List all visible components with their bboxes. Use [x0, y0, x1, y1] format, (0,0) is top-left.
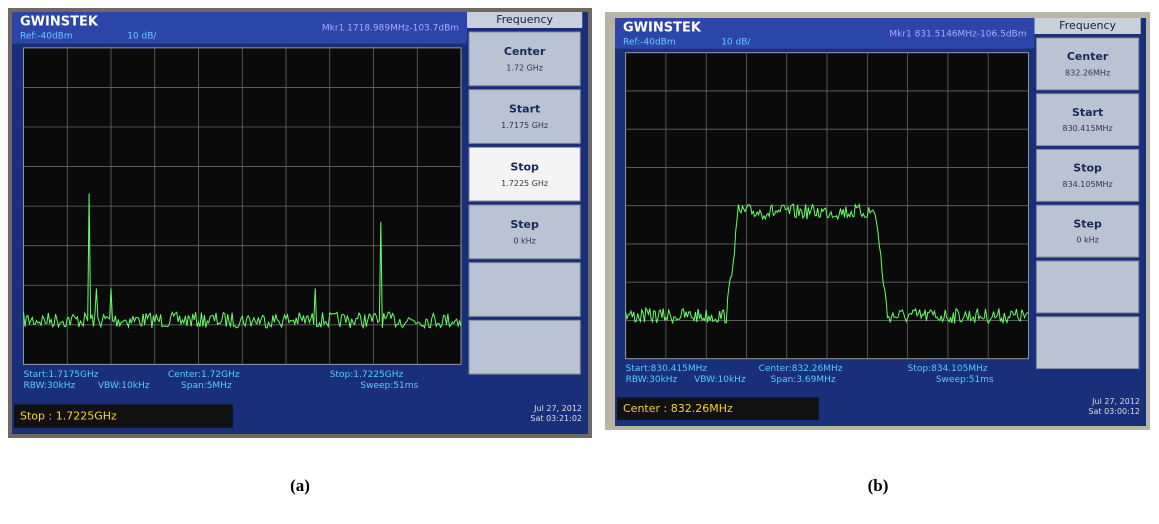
menu-button [1035, 149, 1140, 202]
menu-title: Frequency [1059, 19, 1116, 32]
trace [23, 193, 462, 330]
input-field: Stop : 1.7225GHz [20, 409, 117, 422]
button-value: 834.105MHz [1062, 180, 1112, 189]
footer-span: Span:3.69MHz [771, 375, 836, 385]
footer-vbw: VBW:10kHz [98, 381, 150, 391]
menu-button [468, 204, 581, 260]
scale: 10 dB/ [127, 32, 157, 42]
button-label: Start [1072, 106, 1103, 119]
caption: (b) [868, 476, 889, 495]
menu-button [468, 146, 581, 202]
footer-rbw: RBW:30kHz [24, 381, 76, 391]
date: Jul 27, 2012 [533, 404, 582, 413]
footer-span: Span:5MHz [181, 381, 232, 391]
button-value: 832.26MHz [1065, 68, 1110, 77]
scale: 10 dB/ [721, 38, 751, 48]
footer-rbw: RBW:30kHz [626, 375, 678, 385]
menu-title-bar [467, 12, 583, 28]
footer-stop: Stop:834.105MHz [908, 364, 988, 374]
header-bar [12, 12, 468, 44]
button-label: Step [1073, 217, 1102, 230]
menu-button [1035, 204, 1140, 258]
input-bar [14, 404, 233, 428]
marker-readout: Mkr1 1718.989MHz-103.7dBm [322, 24, 459, 34]
footer-sweep: Sweep:51ms [936, 375, 994, 385]
trace [625, 202, 1029, 325]
menu-button [468, 319, 581, 375]
caption: (a) [290, 476, 310, 495]
brand: GWINSTEK [623, 21, 702, 36]
footer-start: Start:830.415MHz [626, 364, 708, 374]
footer-stop: Stop:1.7225GHz [330, 370, 404, 380]
header-bar [615, 18, 1035, 49]
input-bar [617, 397, 819, 420]
menu-button [1035, 37, 1140, 91]
footer-vbw: VBW:10kHz [694, 375, 746, 385]
button-label: Center [1067, 50, 1109, 63]
ref-level: Ref:-40dBm [20, 32, 73, 42]
button-value: 1.7225 GHz [501, 179, 548, 188]
time: Sat 03:00:12 [1088, 407, 1140, 416]
button-value: 830.415MHz [1062, 124, 1112, 133]
marker-readout: Mkr1 831.5146MHz-106.5dBm [889, 30, 1026, 40]
button-value: 0 kHz [513, 237, 535, 246]
menu-button [468, 31, 581, 87]
button-value: 1.72 GHz [506, 64, 543, 73]
input-field: Center : 832.26MHz [623, 402, 733, 415]
footer-sweep: Sweep:51ms [360, 381, 418, 391]
button-label: Center [504, 45, 546, 58]
button-label: Start [509, 103, 540, 116]
menu-button [1035, 316, 1140, 370]
ref-level: Ref:-40dBm [623, 38, 676, 48]
menu-title-bar [1034, 18, 1141, 34]
footer-center: Center:1.72GHz [168, 370, 240, 380]
button-label: Stop [1073, 162, 1102, 175]
button-value: 0 kHz [1076, 236, 1098, 245]
menu-button [1035, 260, 1140, 314]
brand: GWINSTEK [20, 15, 99, 30]
time: Sat 03:21:02 [530, 414, 582, 423]
menu-button [1035, 93, 1140, 147]
menu-button [468, 89, 581, 144]
button-label: Step [510, 218, 539, 231]
footer-start: Start:1.7175GHz [24, 370, 99, 380]
menu-title: Frequency [496, 13, 553, 26]
date: Jul 27, 2012 [1091, 397, 1140, 406]
footer-center: Center:832.26MHz [759, 364, 843, 374]
button-label: Stop [510, 160, 539, 173]
menu-button [468, 262, 581, 317]
button-value: 1.7175 GHz [501, 121, 548, 130]
